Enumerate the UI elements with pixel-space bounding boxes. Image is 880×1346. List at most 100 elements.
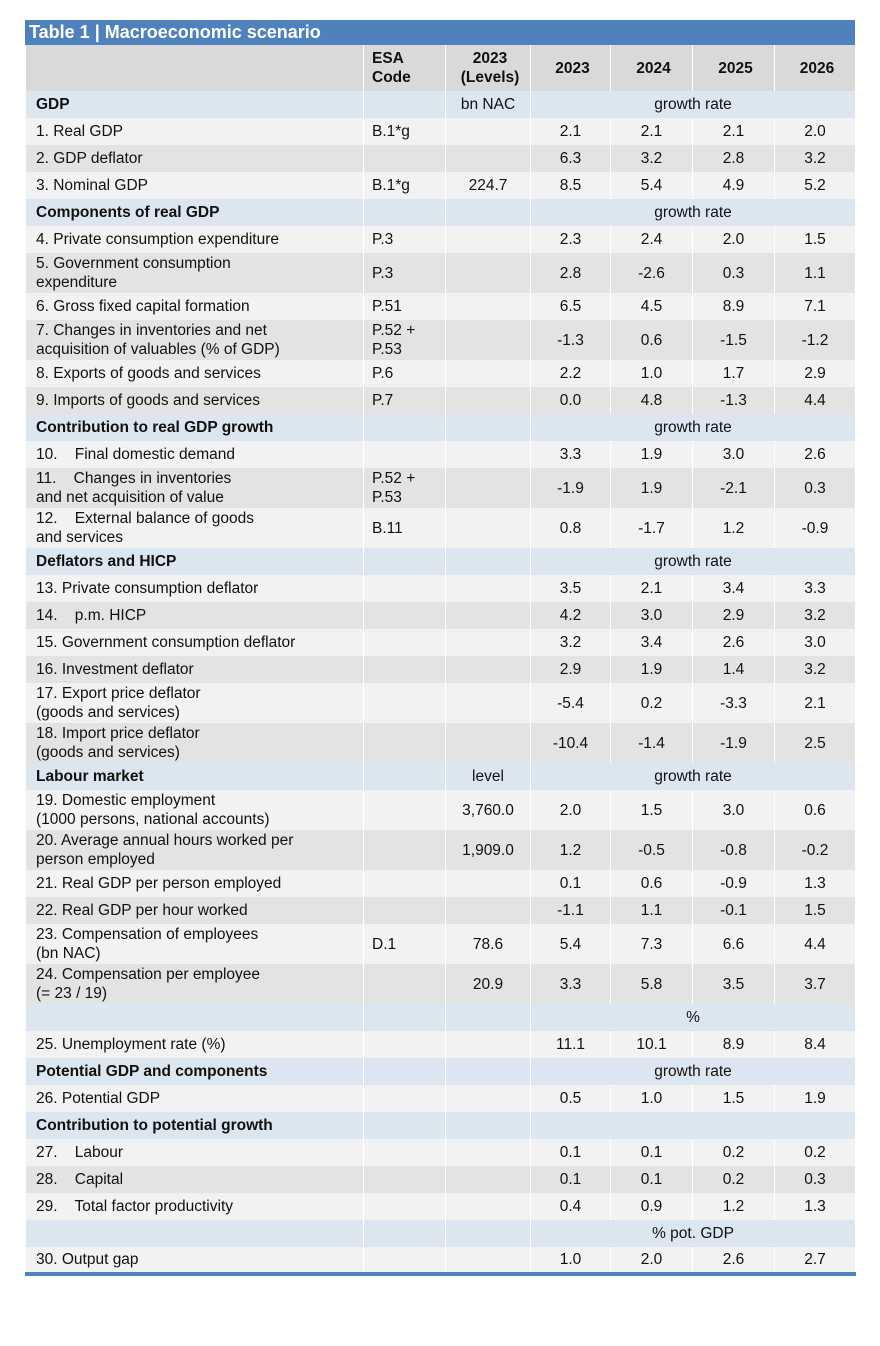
value-cell: 8.9 — [692, 293, 775, 320]
value-cell: 2.6 — [774, 441, 856, 468]
esa-code — [363, 1004, 446, 1031]
esa-code — [363, 790, 446, 830]
row-label: 6. Gross fixed capital formation — [25, 293, 364, 320]
value-cell: 2.8 — [530, 253, 611, 293]
value-cell: 0.6 — [610, 870, 693, 897]
section-row: Components of real GDP growth rate — [25, 199, 856, 226]
value-cell: 2.1 — [610, 575, 693, 602]
data-row: 28. Capital 0.1 0.1 0.2 0.3 — [25, 1166, 856, 1193]
value-cell: 0.5 — [530, 1085, 611, 1112]
data-row: 13. Private consumption deflator 3.5 2.1 3.… — [25, 575, 856, 602]
esa-code — [363, 1166, 446, 1193]
row-label: 27. Labour — [25, 1139, 364, 1166]
level-cell — [445, 575, 531, 602]
value-cell: 7.3 — [610, 924, 693, 964]
value-cell: 0.2 — [692, 1166, 775, 1193]
header-cell: ESA Code — [363, 45, 446, 91]
value-cell: -1.5 — [692, 320, 775, 360]
value-cell: 2.0 — [692, 226, 775, 253]
row-label: 18. Import price deflator (goods and ser… — [25, 723, 364, 763]
value-cell: 5.4 — [530, 924, 611, 964]
section-heading: GDP — [25, 91, 364, 118]
value-cell: 2.1 — [692, 118, 775, 145]
data-row: 5. Government consumption expenditure P.3… — [25, 253, 856, 293]
row-label: 5. Government consumption expenditure — [25, 253, 364, 293]
header-row: ESA Code 2023 (Levels) 2023 2024 2025 2026 — [25, 45, 856, 91]
data-row: 29. Total factor productivity 0.4 0.9 1.2 1.… — [25, 1193, 856, 1220]
value-cell: 3.3 — [530, 964, 611, 1004]
esa-code: P.52 + P.53 — [363, 468, 446, 508]
section-row: % pot. GDP — [25, 1220, 856, 1247]
row-label: 12. External balance of goods and servic… — [25, 508, 364, 548]
esa-code — [363, 145, 446, 172]
value-cell: 3.0 — [692, 441, 775, 468]
value-cell: 4.9 — [692, 172, 775, 199]
level-cell — [445, 1247, 531, 1274]
section-row: GDP bn NAC growth rate — [25, 91, 856, 118]
esa-code — [363, 870, 446, 897]
level-unit: level — [445, 763, 531, 790]
value-cell: 0.6 — [774, 790, 856, 830]
data-row: 15. Government consumption deflator 3.2 3.… — [25, 629, 856, 656]
value-cell: -1.4 — [610, 723, 693, 763]
level-cell: 3,760.0 — [445, 790, 531, 830]
level-cell: 224.7 — [445, 172, 531, 199]
value-cell: 1.1 — [610, 897, 693, 924]
level-cell — [445, 387, 531, 414]
value-cell: 3.2 — [774, 656, 856, 683]
esa-code — [363, 441, 446, 468]
value-cell: 10.1 — [610, 1031, 693, 1058]
value-cell: -0.9 — [692, 870, 775, 897]
data-row: 18. Import price deflator (goods and ser… — [25, 723, 856, 763]
row-label: 30. Output gap — [25, 1247, 364, 1274]
data-row: 25. Unemployment rate (%) 11.1 10.1 8.9 8.4 — [25, 1031, 856, 1058]
level-cell: 78.6 — [445, 924, 531, 964]
value-cell: 3.2 — [774, 602, 856, 629]
value-cell: 3.5 — [692, 964, 775, 1004]
row-label: 23. Compensation of employees (bn NAC) — [25, 924, 364, 964]
level-cell: 20.9 — [445, 964, 531, 1004]
esa-code — [363, 723, 446, 763]
value-cell: 3.2 — [774, 145, 856, 172]
value-cell: 1.0 — [610, 360, 693, 387]
row-label: 9. Imports of goods and services — [25, 387, 364, 414]
esa-code: P.3 — [363, 226, 446, 253]
value-cell: 2.1 — [774, 683, 856, 723]
section-row: Potential GDP and components growth rate — [25, 1058, 856, 1085]
value-cell: 3.5 — [530, 575, 611, 602]
value-cell: 1.3 — [774, 1193, 856, 1220]
esa-code: P.52 + P.53 — [363, 320, 446, 360]
value-cell: 5.4 — [610, 172, 693, 199]
row-label: 3. Nominal GDP — [25, 172, 364, 199]
row-label: 21. Real GDP per person employed — [25, 870, 364, 897]
level-cell — [445, 602, 531, 629]
value-cell: 8.4 — [774, 1031, 856, 1058]
esa-code — [363, 830, 446, 870]
unit-cell: growth rate — [530, 414, 856, 441]
value-cell: 0.2 — [610, 683, 693, 723]
section-heading: Potential GDP and components — [25, 1058, 364, 1085]
value-cell: 0.1 — [610, 1166, 693, 1193]
level-cell — [445, 145, 531, 172]
esa-code — [363, 763, 446, 790]
value-cell: 4.4 — [774, 924, 856, 964]
value-cell: 2.0 — [610, 1247, 693, 1274]
level-cell — [445, 508, 531, 548]
value-cell: 2.5 — [774, 723, 856, 763]
value-cell: 5.8 — [610, 964, 693, 1004]
level-cell — [445, 468, 531, 508]
value-cell: 2.1 — [610, 118, 693, 145]
row-label: 22. Real GDP per hour worked — [25, 897, 364, 924]
value-cell: -0.5 — [610, 830, 693, 870]
level-unit — [445, 548, 531, 575]
value-cell: 3.4 — [610, 629, 693, 656]
level-unit — [445, 199, 531, 226]
data-row: 21. Real GDP per person employed 0.1 0.6 -0… — [25, 870, 856, 897]
value-cell: 3.3 — [774, 575, 856, 602]
value-cell: 1.5 — [774, 897, 856, 924]
value-cell: 2.9 — [774, 360, 856, 387]
value-cell: 3.7 — [774, 964, 856, 1004]
esa-code — [363, 1193, 446, 1220]
level-cell — [445, 870, 531, 897]
value-cell: 1.5 — [692, 1085, 775, 1112]
